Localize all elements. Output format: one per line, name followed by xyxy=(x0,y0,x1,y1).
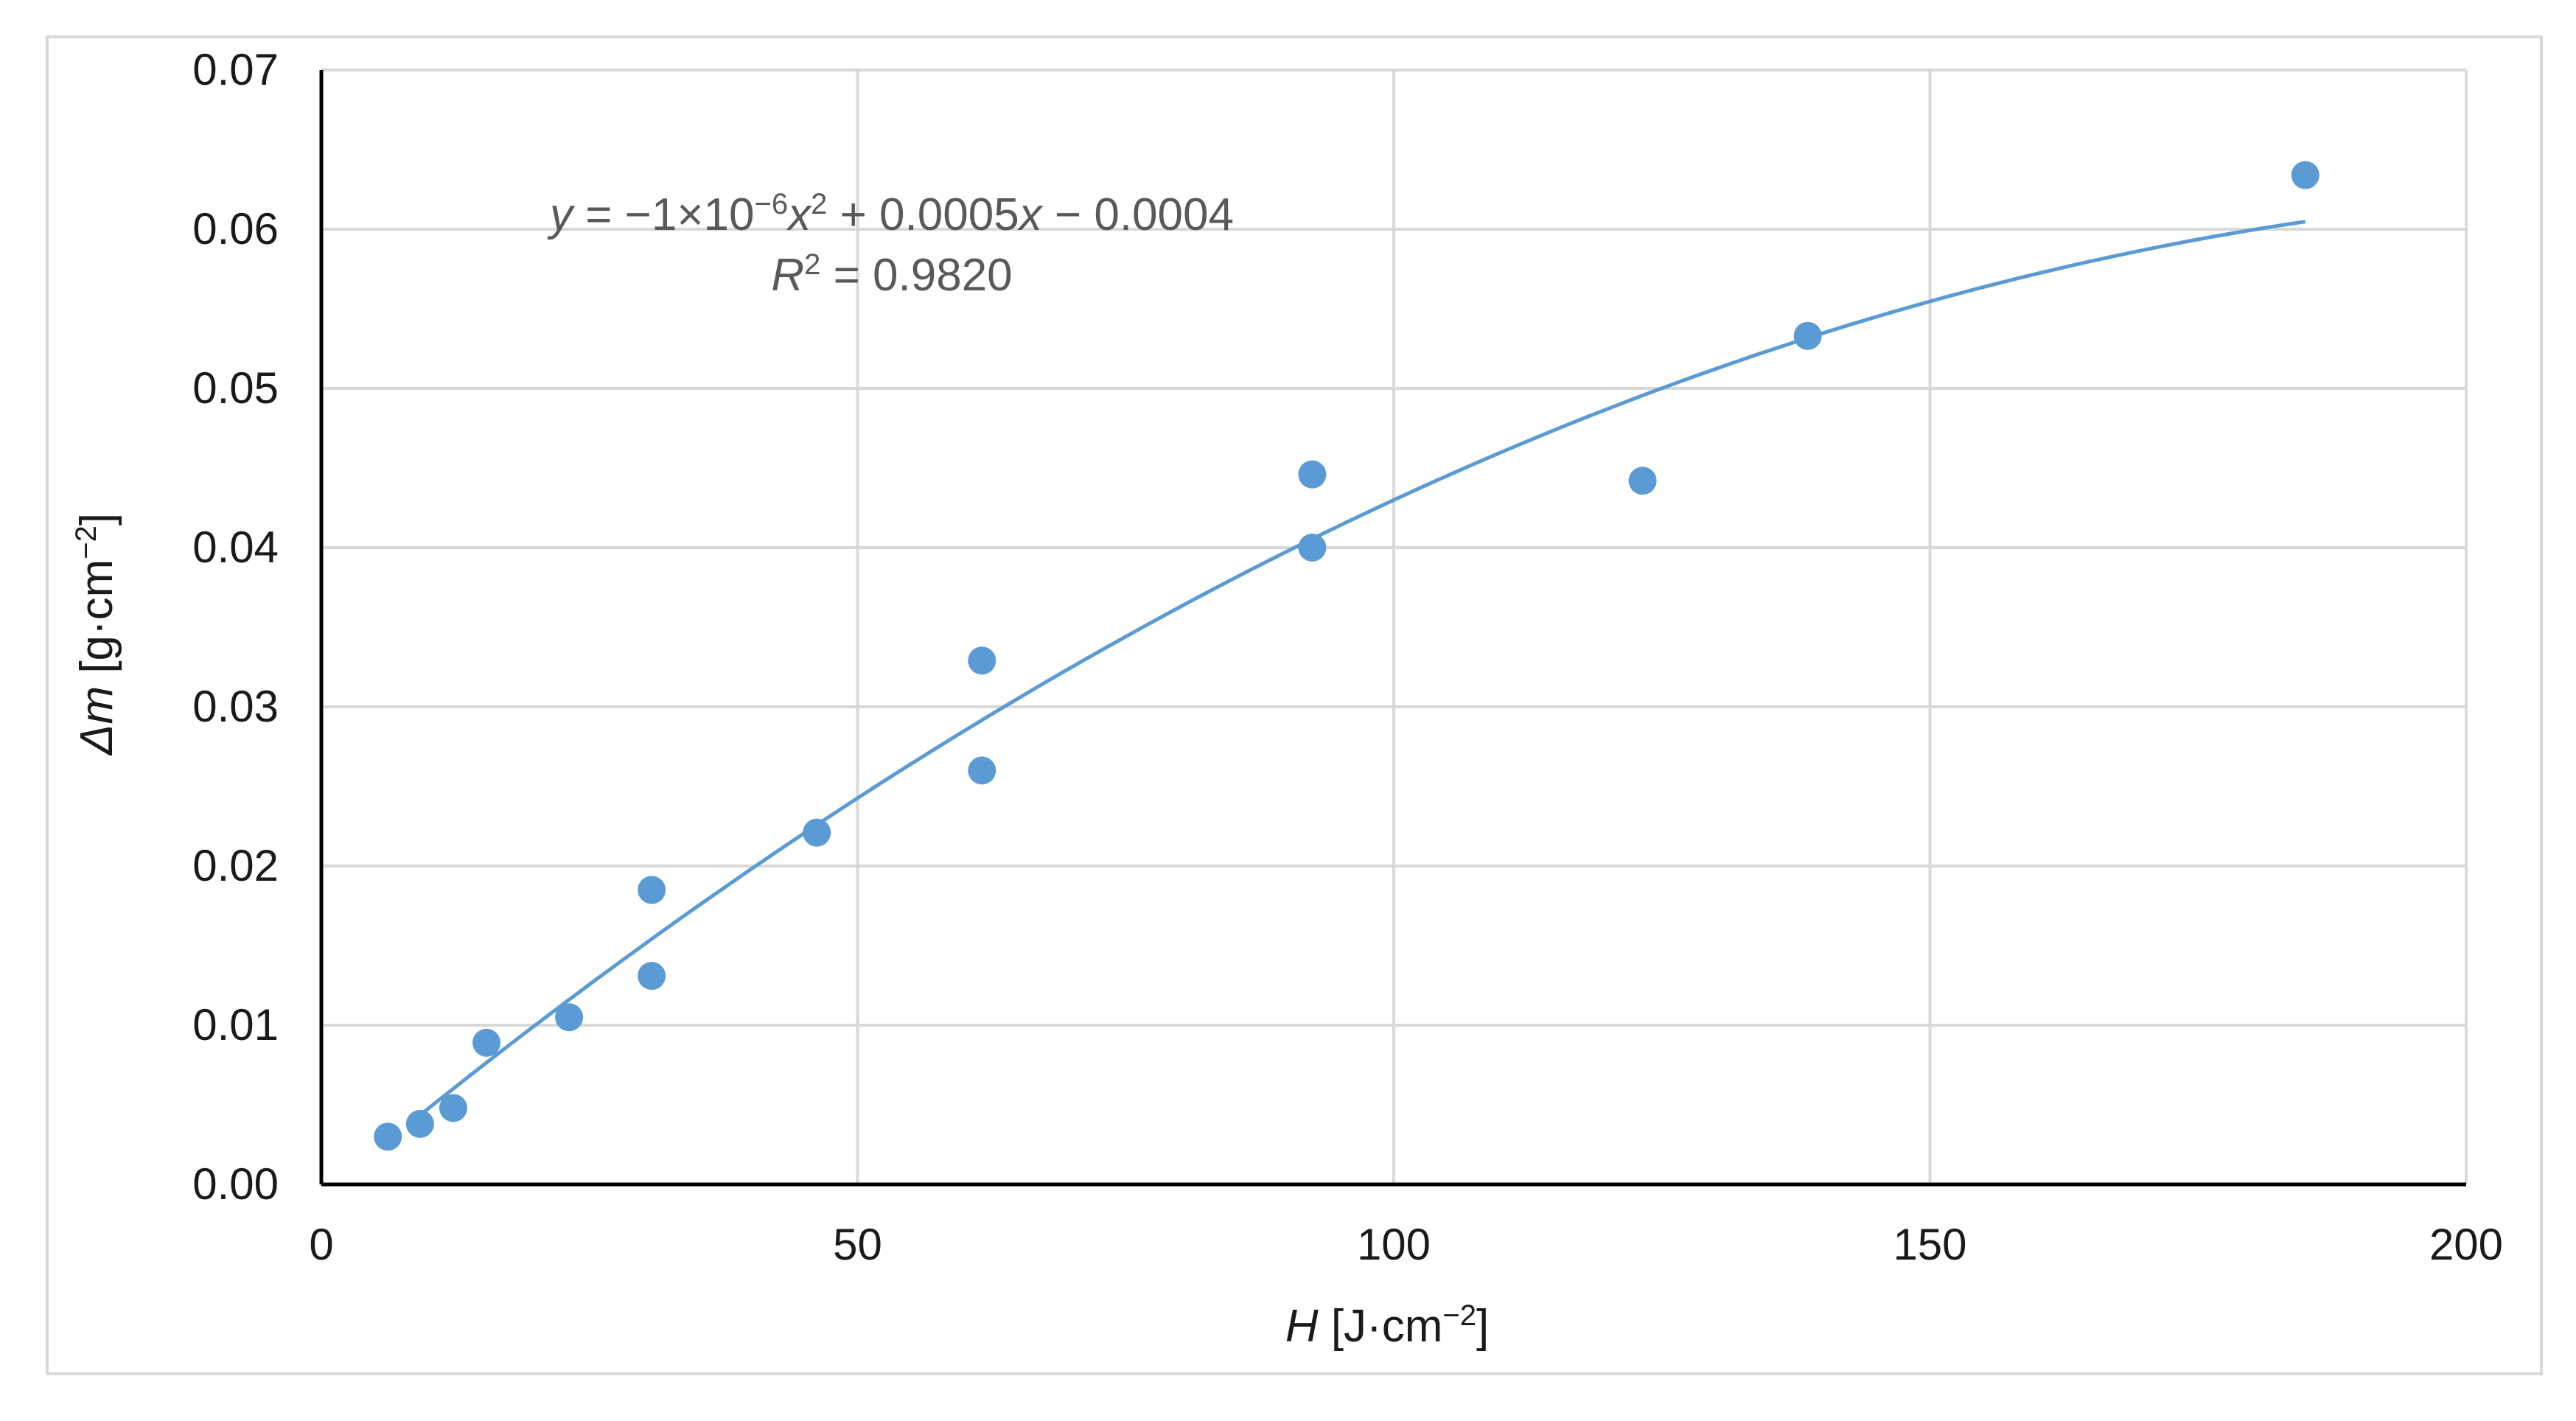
data-point xyxy=(472,1028,501,1057)
x-tick-label: 0 xyxy=(309,1220,333,1269)
data-point xyxy=(1628,467,1657,495)
y-tick-label: 0.05 xyxy=(192,363,279,413)
y-tick-label: 0.00 xyxy=(192,1159,279,1209)
trendline-equation: y = −1×10−6x2 + 0.0005x − 0.0004 xyxy=(547,188,1234,240)
data-point xyxy=(405,1109,434,1138)
trendline xyxy=(419,220,2306,1117)
data-point xyxy=(1298,534,1327,562)
x-axis-title: H [J·cm−2] xyxy=(1285,1299,1489,1352)
data-point xyxy=(638,962,666,991)
data-point xyxy=(2291,161,2320,189)
data-point xyxy=(1793,321,1822,350)
y-tick-label: 0.07 xyxy=(192,45,279,94)
trendline-r-squared: R2 = 0.9820 xyxy=(771,248,1012,301)
y-axis-title: Δm [g·cm−2] xyxy=(70,513,122,756)
data-point xyxy=(968,756,996,785)
y-tick-label: 0.06 xyxy=(192,204,279,254)
y-tick-label: 0.04 xyxy=(192,523,279,572)
data-point xyxy=(638,876,666,904)
axes xyxy=(319,70,2466,1187)
x-tick-label: 150 xyxy=(1893,1220,1966,1269)
data-points xyxy=(374,161,2320,1151)
data-point xyxy=(374,1123,402,1151)
y-tick-label: 0.01 xyxy=(192,1000,279,1050)
data-point xyxy=(555,1003,584,1032)
x-tick-label: 200 xyxy=(2429,1220,2503,1269)
x-tick-label: 50 xyxy=(833,1220,882,1269)
gridlines xyxy=(321,69,2468,1184)
y-tick-label: 0.03 xyxy=(192,682,279,731)
trendline-group xyxy=(419,220,2306,1117)
data-point xyxy=(1298,460,1327,489)
y-tick-label: 0.02 xyxy=(192,841,279,890)
x-tick-label: 100 xyxy=(1357,1220,1431,1269)
data-point xyxy=(803,818,831,847)
data-point xyxy=(968,646,996,675)
data-point xyxy=(439,1094,467,1123)
tick-labels: 0.00 0.01 0.02 0.03 0.04 0.05 0.06 0.07 0 50 100 15… xyxy=(192,45,2503,1269)
